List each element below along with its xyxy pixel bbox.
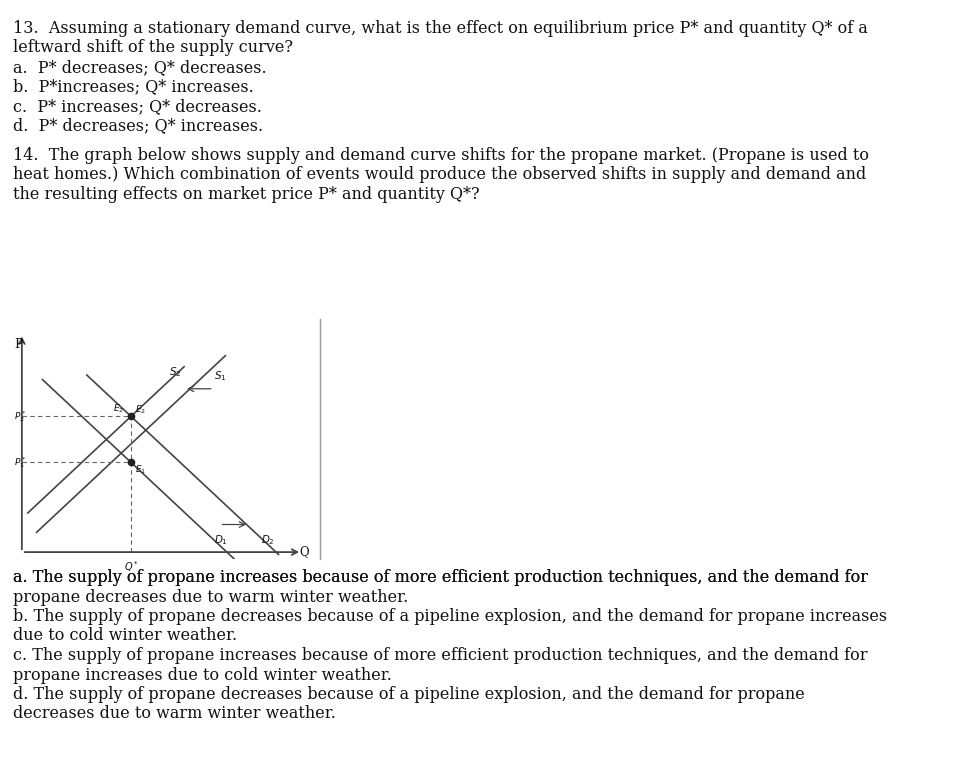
Text: $S_2$: $S_2$	[169, 365, 182, 378]
Text: P: P	[15, 338, 23, 351]
Text: $E_2$: $E_2$	[136, 404, 146, 416]
Text: $P_2^*$: $P_2^*$	[15, 409, 27, 424]
Text: the resulting effects on market price P* and quantity Q*?: the resulting effects on market price P*…	[13, 186, 479, 203]
Text: $D_2$: $D_2$	[260, 533, 275, 546]
Text: propane decreases due to warm winter weather.: propane decreases due to warm winter wea…	[13, 588, 408, 605]
Text: $Q^*$: $Q^*$	[124, 559, 138, 574]
Text: $E_2$: $E_2$	[113, 402, 125, 416]
Text: 14.  The graph below shows supply and demand curve shifts for the propane market: 14. The graph below shows supply and dem…	[13, 147, 869, 164]
Text: c.  P* increases; Q* decreases.: c. P* increases; Q* decreases.	[13, 98, 262, 115]
Text: a. The supply of propane increases because of more efficient production techniqu: a. The supply of propane increases becau…	[13, 569, 868, 586]
Text: $S_1$: $S_1$	[214, 370, 227, 383]
Text: d. The supply of propane decreases because of a pipeline explosion, and the dema: d. The supply of propane decreases becau…	[13, 686, 804, 703]
Text: leftward shift of the supply curve?: leftward shift of the supply curve?	[13, 39, 293, 57]
Text: d.  P* decreases; Q* increases.: d. P* decreases; Q* increases.	[13, 118, 263, 135]
Text: heat homes.) Which combination of events would produce the observed shifts in su: heat homes.) Which combination of events…	[13, 166, 866, 183]
Text: a. The supply of propane increases because of more efficient production techniqu: a. The supply of propane increases becau…	[13, 569, 868, 586]
Text: b. The supply of propane decreases because of a pipeline explosion, and the dema: b. The supply of propane decreases becau…	[13, 608, 887, 625]
Text: b.  P*increases; Q* increases.: b. P*increases; Q* increases.	[13, 78, 254, 95]
Text: $E_1$: $E_1$	[136, 464, 146, 476]
Text: propane increases due to cold winter weather.: propane increases due to cold winter wea…	[13, 666, 392, 683]
Text: c. The supply of propane increases because of more efficient production techniqu: c. The supply of propane increases becau…	[13, 647, 867, 664]
Text: due to cold winter weather.: due to cold winter weather.	[13, 628, 237, 645]
Text: Q: Q	[299, 545, 309, 558]
Text: $P_1^*$: $P_1^*$	[15, 455, 27, 470]
Text: decreases due to warm winter weather.: decreases due to warm winter weather.	[13, 705, 336, 722]
Text: 13.  Assuming a stationary demand curve, what is the effect on equilibrium price: 13. Assuming a stationary demand curve, …	[13, 20, 868, 37]
Text: $D_1$: $D_1$	[214, 533, 227, 546]
Text: a.  P* decreases; Q* decreases.: a. P* decreases; Q* decreases.	[13, 59, 266, 76]
